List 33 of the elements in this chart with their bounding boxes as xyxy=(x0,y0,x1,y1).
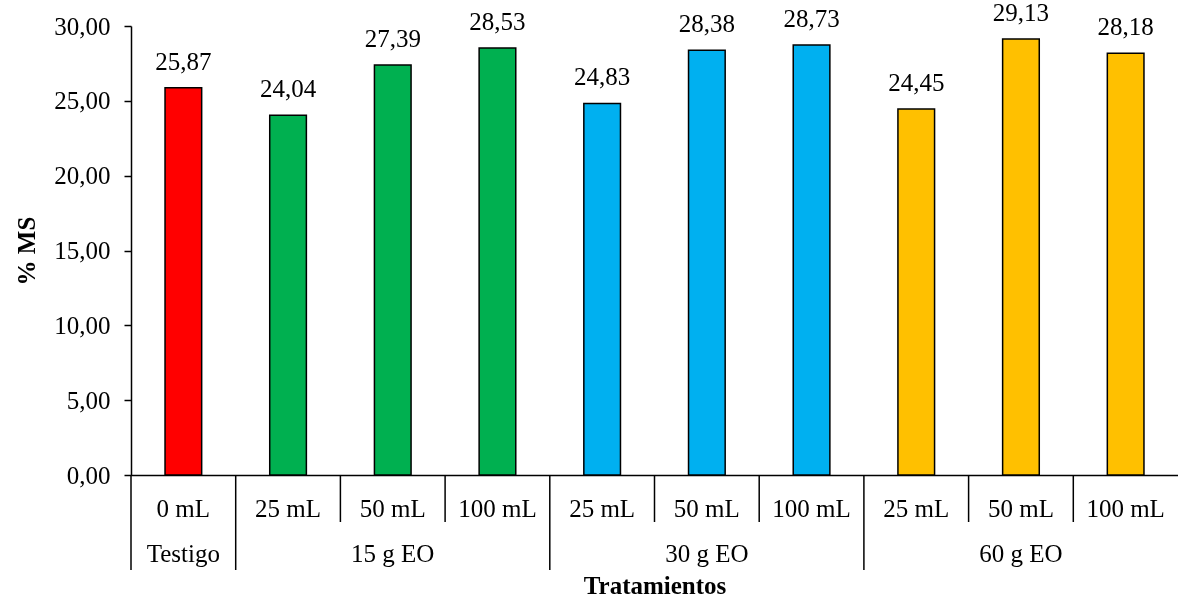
data-label: 28,38 xyxy=(678,10,735,38)
x-axis-title: Tratamientos xyxy=(583,571,727,599)
legend-label: 15 g EO xyxy=(351,540,435,567)
text: Testigo xyxy=(146,540,220,567)
x-tick-label: 0 mL xyxy=(156,494,211,522)
y-tick-label: 5,00 xyxy=(66,386,111,414)
x-tick-label: 100 mL xyxy=(772,494,851,522)
data-label: 27,39 xyxy=(364,25,421,53)
legend-label: 30 g EO xyxy=(665,540,749,567)
data-label: 28,18 xyxy=(1097,13,1154,41)
y-tick-label: 30,00 xyxy=(54,12,111,40)
data-label: 24,45 xyxy=(888,69,945,97)
x-tick-label: 50 mL xyxy=(673,494,740,522)
x-tick-label: 25 mL xyxy=(569,494,636,522)
x-tick-label: 50 mL xyxy=(359,494,426,522)
data-label: 28,53 xyxy=(469,8,526,35)
legend-label: 60 g EO xyxy=(979,540,1063,567)
x-tick-label: 25 mL xyxy=(255,494,322,522)
x-tick-label: 100 mL xyxy=(458,494,537,522)
x-tick-label: 100 mL xyxy=(1086,494,1165,522)
y-tick-label: 0,00 xyxy=(66,461,111,489)
data-label: 24,04 xyxy=(259,75,317,103)
x-tick-label: 25 mL xyxy=(883,494,950,522)
y-axis-title: % MS xyxy=(12,216,40,286)
y-tick-label: 25,00 xyxy=(54,87,111,115)
y-tick-label: 20,00 xyxy=(54,162,111,190)
data-label: 24,83 xyxy=(574,63,631,91)
data-label: 28,73 xyxy=(783,5,840,33)
data-label: 29,13 xyxy=(992,0,1050,27)
y-tick-label: 10,00 xyxy=(54,311,111,339)
y-tick-label: 15,00 xyxy=(54,237,111,264)
x-tick-label: 50 mL xyxy=(987,494,1054,522)
data-label: 25,87 xyxy=(155,47,212,75)
